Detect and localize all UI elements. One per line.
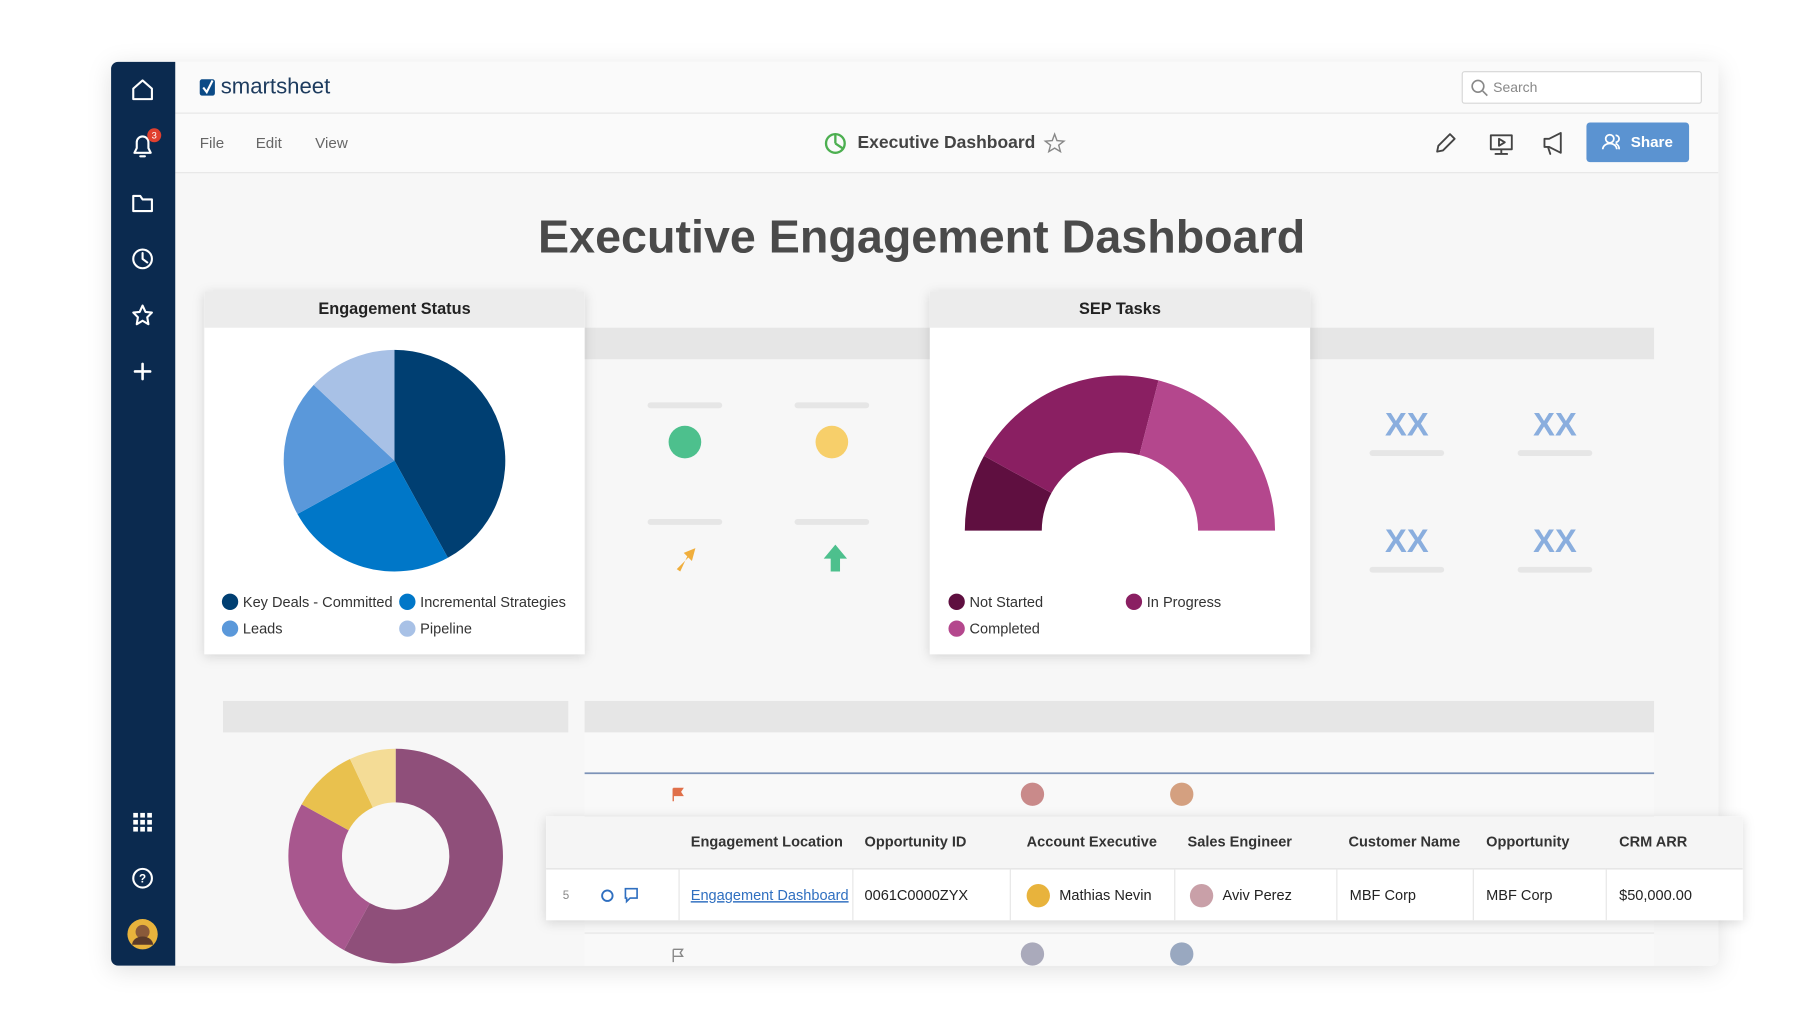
legend-label: Completed — [969, 622, 1039, 638]
favorites-icon[interactable] — [132, 304, 153, 326]
legend-label: Leads — [243, 622, 283, 638]
metric-tile: XX — [1385, 522, 1429, 559]
notification-count: 3 — [152, 130, 157, 140]
badge — [147, 128, 162, 143]
placeholder-band — [584, 700, 1655, 733]
toolbar — [175, 61, 1719, 173]
create-icon[interactable] — [133, 362, 152, 381]
slice — [1139, 380, 1276, 531]
announce-icon[interactable] — [1543, 132, 1562, 155]
legend-swatch — [948, 620, 965, 637]
cell: MBF Corp — [1486, 888, 1552, 904]
recents-icon[interactable] — [132, 248, 153, 270]
legend-swatch — [221, 593, 239, 610]
placeholder-bar — [1369, 450, 1445, 457]
dashboard-icon — [824, 132, 846, 154]
slice — [288, 804, 370, 951]
column-header: Customer Name — [1349, 834, 1461, 850]
metric-tile: XX — [1533, 405, 1577, 442]
sidebar — [111, 61, 176, 966]
menu-item[interactable]: View — [315, 135, 348, 152]
avatar — [1189, 884, 1214, 908]
column-header: CRM ARR — [1619, 834, 1688, 850]
cell: 0061C0000ZYX — [865, 888, 969, 904]
legend-swatch — [1125, 593, 1143, 610]
logo: smartsheet — [221, 73, 331, 98]
legend-swatch — [399, 593, 416, 610]
svg-text:?: ? — [139, 872, 146, 885]
slice — [283, 384, 395, 515]
notifications-icon[interactable] — [133, 135, 152, 158]
legend-label: Incremental Strategies — [420, 595, 566, 611]
avatar — [1026, 884, 1050, 908]
home-icon[interactable] — [132, 79, 153, 101]
skeleton — [647, 402, 870, 572]
present-icon[interactable] — [1489, 134, 1513, 155]
share-label[interactable]: Share — [1631, 134, 1673, 151]
sheet-title: Executive Dashboard — [858, 132, 1036, 152]
slice — [349, 748, 396, 808]
share-button[interactable] — [1586, 122, 1690, 163]
column-header: Engagement Location — [691, 834, 843, 850]
slice — [313, 349, 395, 461]
cell: Mathias Nevin — [1059, 888, 1151, 904]
menu-item[interactable]: File — [200, 135, 224, 152]
search-placeholder: Search — [1493, 79, 1537, 95]
placeholder-bar — [1517, 450, 1593, 457]
legend-label: Not Started — [969, 595, 1043, 611]
column-header: Opportunity — [1486, 834, 1570, 850]
cell: MBF Corp — [1350, 888, 1416, 904]
search-box[interactable] — [1461, 71, 1702, 104]
placeholder-bar — [1369, 566, 1445, 573]
slice — [297, 460, 448, 572]
edit-icon[interactable] — [1436, 133, 1456, 153]
link-cell[interactable]: Engagement Dashboard — [691, 888, 849, 904]
legend-swatch — [948, 593, 965, 610]
slice — [964, 455, 1052, 531]
metric-tile: XX — [1533, 522, 1577, 559]
favorite-star[interactable] — [1043, 132, 1066, 154]
apps-icon[interactable] — [133, 812, 152, 832]
help-icon[interactable] — [132, 867, 153, 889]
legend-swatch — [399, 620, 416, 637]
slice — [394, 349, 506, 558]
row-number: 5 — [563, 889, 569, 902]
slice — [984, 375, 1159, 494]
legend-label: Pipeline — [420, 622, 472, 638]
browse-icon[interactable] — [132, 194, 153, 213]
widget-title: SEP Tasks — [1079, 300, 1161, 318]
dashboard-title: Executive Engagement Dashboard — [538, 211, 1305, 263]
placeholder-bar — [1517, 566, 1593, 573]
cell: Aviv Perez — [1223, 888, 1292, 904]
row-card: Engagement Location Opportunity ID Account… — [546, 816, 1743, 921]
column-header: Account Executive — [1027, 834, 1157, 850]
slice — [301, 758, 373, 831]
metric-tile: XX — [1385, 405, 1429, 442]
column-header: Opportunity ID — [865, 834, 967, 850]
legend-label: Key Deals - Committed — [243, 595, 393, 611]
menu-item[interactable]: Edit — [256, 135, 283, 152]
widget-title: Engagement Status — [318, 300, 470, 318]
slice — [343, 748, 503, 964]
cell: $50,000.00 — [1619, 888, 1692, 904]
column-header: Sales Engineer — [1188, 834, 1293, 850]
legend-swatch — [221, 620, 239, 637]
placeholder-band — [223, 700, 569, 733]
legend-label: In Progress — [1147, 595, 1221, 611]
